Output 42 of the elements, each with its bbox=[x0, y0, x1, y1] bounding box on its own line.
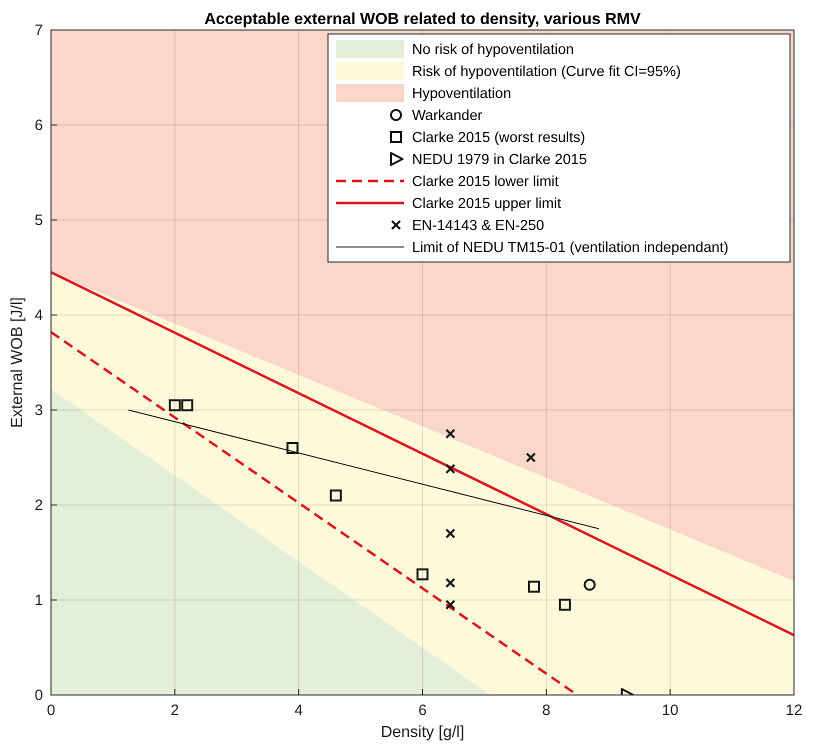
point bbox=[584, 578, 596, 591]
legend-label: Clarke 2015 lower limit bbox=[412, 174, 559, 190]
y-tick-label: 3 bbox=[34, 402, 43, 419]
point bbox=[416, 568, 428, 580]
x-tick-label: 4 bbox=[294, 702, 303, 719]
y-tick-label: 0 bbox=[34, 687, 43, 704]
y-axis-title: External WOB [J/l] bbox=[9, 297, 26, 428]
point bbox=[445, 464, 456, 474]
y-tick-label: 5 bbox=[34, 212, 43, 229]
y-tick-label: 1 bbox=[34, 592, 43, 609]
point bbox=[168, 399, 181, 412]
x-tick-label: 6 bbox=[418, 702, 427, 719]
point bbox=[181, 399, 194, 412]
point bbox=[528, 580, 540, 593]
point bbox=[445, 428, 456, 439]
x-tick-label: 10 bbox=[662, 702, 679, 719]
legend-label: Hypoventilation bbox=[412, 86, 512, 102]
y-tick-label: 2 bbox=[34, 497, 43, 514]
legend-label: Clarke 2015 upper limit bbox=[412, 196, 562, 212]
x-tick-label: 12 bbox=[786, 702, 802, 719]
y-tick-label: 7 bbox=[34, 22, 43, 39]
legend-label: No risk of hypoventilation bbox=[412, 42, 574, 58]
x-tick-label: 2 bbox=[170, 702, 180, 719]
legend-label: Limit of NEDU TM15-01 (ventilation independant) bbox=[412, 240, 728, 256]
point bbox=[445, 528, 456, 539]
legend-label: Clarke 2015 (worst results) bbox=[412, 130, 586, 146]
x-tick-label: 0 bbox=[46, 702, 56, 719]
point bbox=[330, 490, 342, 502]
legend-label: Risk of hypoventilation (Curve fit CI=95%) bbox=[412, 64, 681, 80]
chart-title: Acceptable external WOB related to density, various RMV bbox=[204, 11, 641, 28]
x-tick-label: 8 bbox=[542, 702, 551, 719]
y-tick-label: 4 bbox=[34, 307, 43, 324]
point bbox=[445, 578, 456, 588]
legend-label: NEDU 1979 in Clarke 2015 bbox=[412, 152, 587, 168]
y-tick-label: 6 bbox=[34, 117, 43, 134]
point bbox=[445, 600, 456, 610]
point bbox=[558, 598, 571, 611]
point bbox=[526, 452, 536, 463]
x-axis-title: Density [g/l] bbox=[380, 724, 464, 741]
legend-label: Warkander bbox=[412, 108, 483, 124]
legend-label: EN-14143 & EN-250 bbox=[412, 218, 544, 234]
point bbox=[286, 442, 298, 454]
